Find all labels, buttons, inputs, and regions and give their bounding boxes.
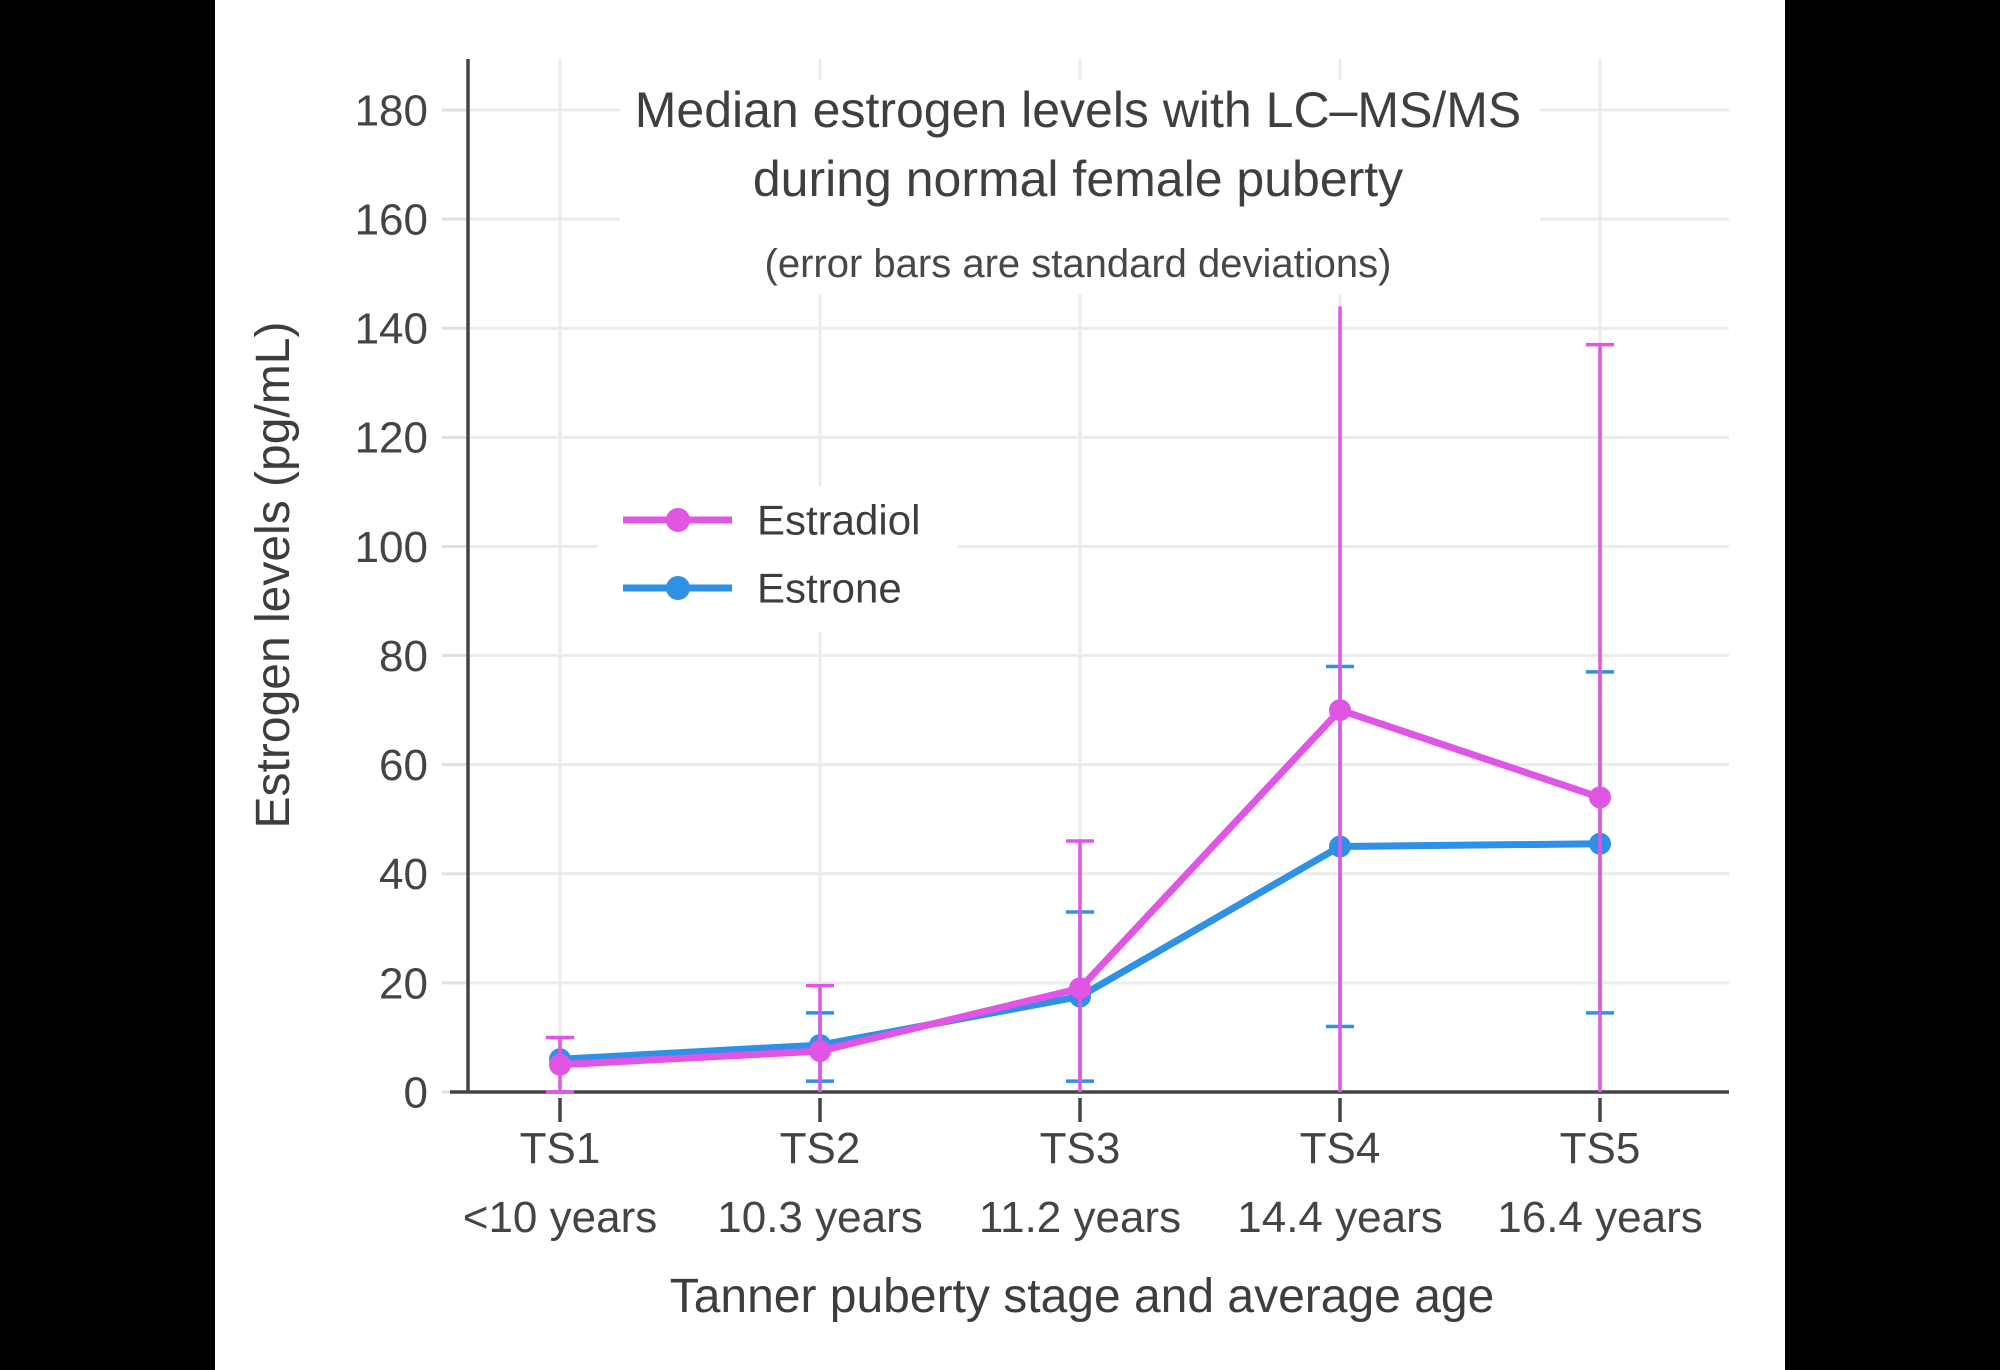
series-layer bbox=[546, 306, 1614, 1094]
legend-estrone-swatch-marker bbox=[666, 576, 690, 600]
x-category-sublabel: 10.3 years bbox=[717, 1193, 922, 1242]
x-category-label: TS4 bbox=[1300, 1124, 1381, 1173]
x-category-label: TS1 bbox=[520, 1124, 601, 1173]
data-point-marker bbox=[809, 1040, 831, 1063]
x-axis-title: Tanner puberty stage and average age bbox=[670, 1270, 1495, 1323]
tick-labels-layer: 0 20 40 60 80 100 120 140 160 180 TS1 <10 years TS2 1… bbox=[355, 86, 1703, 1242]
title-background bbox=[620, 80, 1540, 294]
series-estradiol bbox=[546, 306, 1614, 1094]
x-category-sublabel: 14.4 years bbox=[1237, 1193, 1442, 1242]
x-category-label: TS3 bbox=[1040, 1124, 1121, 1173]
chart-subtitle: (error bars are standard deviations) bbox=[765, 242, 1392, 286]
x-category-sublabel: <10 years bbox=[463, 1193, 657, 1242]
data-point-marker bbox=[1069, 977, 1091, 1000]
x-category-label: TS5 bbox=[1560, 1124, 1641, 1173]
chart-title-line1: Median estrogen levels with LC–MS/MS bbox=[635, 82, 1522, 138]
y-tick-label: 100 bbox=[355, 523, 428, 572]
x-category-sublabel: 16.4 years bbox=[1497, 1193, 1702, 1242]
data-point-marker bbox=[1329, 699, 1351, 722]
y-tick-label: 180 bbox=[355, 86, 428, 135]
legend-estradiol-swatch-marker bbox=[666, 508, 690, 532]
y-tick-label: 0 bbox=[404, 1068, 428, 1117]
data-point-marker bbox=[1589, 786, 1611, 809]
legend-estradiol-label[interactable]: Estradiol bbox=[757, 497, 920, 544]
y-tick-label: 60 bbox=[379, 741, 428, 790]
chart-title-line2: during normal female puberty bbox=[753, 151, 1403, 207]
y-tick-label: 40 bbox=[379, 850, 428, 899]
y-tick-label: 140 bbox=[355, 305, 428, 354]
x-category-label: TS2 bbox=[780, 1124, 861, 1173]
legend-estrone-label[interactable]: Estrone bbox=[757, 565, 902, 612]
axis-ticks-layer bbox=[558, 1098, 1602, 1122]
y-tick-label: 120 bbox=[355, 414, 428, 463]
x-category-sublabel: 11.2 years bbox=[979, 1193, 1181, 1242]
y-tick-label: 20 bbox=[379, 959, 428, 1008]
data-point-marker bbox=[549, 1053, 571, 1076]
title-block: Median estrogen levels with LC–MS/MS dur… bbox=[620, 80, 1540, 294]
legend: Estradiol Estrone bbox=[598, 486, 958, 632]
legend-background bbox=[598, 486, 958, 632]
y-tick-label: 160 bbox=[355, 196, 428, 245]
y-tick-label: 80 bbox=[379, 632, 428, 681]
y-axis-title: Estrogen levels (pg/mL) bbox=[247, 322, 300, 829]
